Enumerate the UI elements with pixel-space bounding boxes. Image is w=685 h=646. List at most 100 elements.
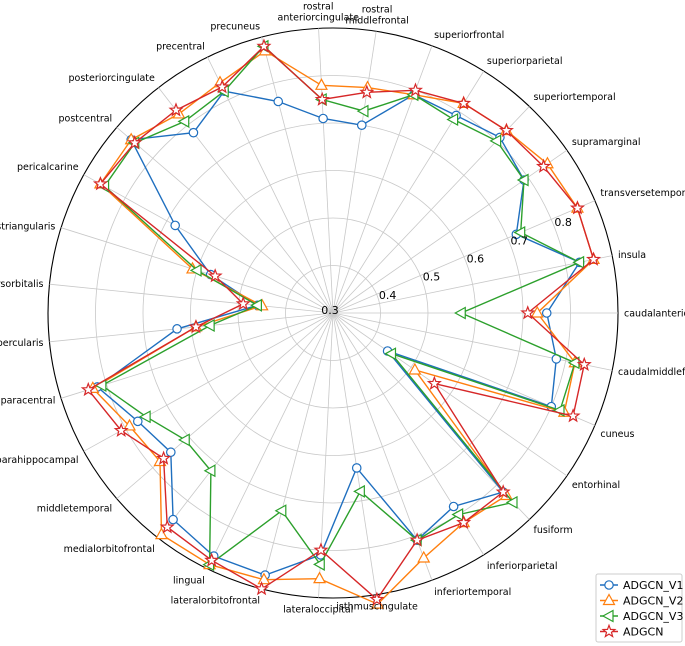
category-label: parstriangularis <box>0 221 55 232</box>
data-point-marker <box>356 104 369 118</box>
spoke-line <box>332 312 613 371</box>
data-point-marker <box>417 550 431 563</box>
data-point-marker <box>168 102 184 117</box>
data-point-marker <box>505 495 518 509</box>
legend-label: ADGCN <box>623 626 663 639</box>
category-label: insula <box>618 250 646 261</box>
data-point-marker <box>204 552 220 567</box>
data-point-marker <box>202 318 215 333</box>
category-label: isthmuscingulate <box>336 602 418 613</box>
category-label: superiorparietal <box>487 56 563 67</box>
data-point-marker <box>456 514 472 530</box>
spoke-line <box>332 312 530 520</box>
category-label: precentral <box>156 42 205 53</box>
data-point-marker <box>369 591 385 606</box>
data-point-marker <box>576 356 592 372</box>
category-label: entorhinal <box>572 480 620 491</box>
category-label: posteriorcingulate <box>68 73 155 84</box>
data-point-marker <box>256 38 272 53</box>
data-point-marker <box>513 225 526 239</box>
legend-marker <box>602 593 616 606</box>
spoke-line <box>49 283 334 314</box>
data-point-marker <box>122 418 137 431</box>
spoke-line <box>332 31 377 314</box>
spoke-line <box>332 255 613 314</box>
spoke-line <box>49 312 334 343</box>
data-point-marker <box>456 95 472 110</box>
series-line <box>91 50 595 605</box>
data-point-marker <box>516 173 529 187</box>
category-label: superiortemporal <box>533 92 615 103</box>
legend-entry: ADGCN_V2 <box>600 593 683 608</box>
data-point-marker <box>448 501 459 512</box>
data-point-marker <box>188 127 199 138</box>
radar-series <box>80 38 602 609</box>
data-point-marker <box>446 112 459 127</box>
data-point-marker <box>170 220 180 231</box>
spoke-line <box>318 28 334 314</box>
spoke-line <box>332 312 568 477</box>
category-label: caudalmiddlefrontal <box>618 367 685 378</box>
data-point-marker <box>451 508 464 522</box>
data-point-marker <box>159 519 175 534</box>
radial-tick-label: 0.6 <box>467 252 485 265</box>
data-point-marker <box>314 78 328 90</box>
data-point-marker <box>520 305 536 320</box>
spoke-line <box>332 312 377 595</box>
data-point-marker <box>273 96 284 107</box>
category-label: lateraloccipital <box>283 605 353 616</box>
data-point-marker <box>586 251 602 266</box>
series-line <box>100 45 582 567</box>
data-point-marker <box>138 410 151 424</box>
category-label: lingual <box>173 575 205 586</box>
data-point-marker <box>530 305 544 318</box>
category-label: supramarginal <box>572 137 641 148</box>
data-point-marker <box>408 362 422 375</box>
spoke-line <box>332 45 433 314</box>
category-label: parsopercularis <box>0 338 44 349</box>
category-label: inferiortemporal <box>434 587 511 598</box>
spoke-line <box>332 200 596 314</box>
data-point-marker <box>80 381 96 397</box>
legend-marker <box>601 609 614 623</box>
data-point-marker <box>356 120 367 130</box>
category-label: rostral middlefrontal <box>345 4 409 26</box>
data-point-marker <box>498 122 514 137</box>
category-label: superiorfrontal <box>434 30 504 41</box>
data-point-marker <box>407 82 424 97</box>
legend-label: ADGCN_V2 <box>623 595 683 608</box>
category-label: parsorbitalis <box>0 279 44 290</box>
category-label: lateralorbitofrontal <box>171 596 260 607</box>
category-label: middletemporal <box>37 504 112 515</box>
data-point-marker <box>541 308 552 318</box>
series-line <box>87 45 595 601</box>
data-point-marker <box>359 84 375 99</box>
category-label: cuneus <box>600 429 634 440</box>
data-point-marker <box>189 263 202 277</box>
data-point-marker <box>572 255 585 269</box>
data-point-marker <box>254 580 270 596</box>
data-point-marker <box>314 91 330 106</box>
category-label: transversetemporal <box>600 188 685 199</box>
legend-label: ADGCN_V1 <box>623 579 683 592</box>
data-point-marker <box>454 306 466 320</box>
data-point-marker <box>250 298 262 312</box>
category-label: parahippocampal <box>0 455 79 466</box>
category-label: caudalanteriorcingulate <box>624 309 685 320</box>
spoke-line <box>261 36 334 314</box>
radial-tick-label: 0.8 <box>554 216 572 229</box>
data-point-marker <box>353 484 365 498</box>
data-point-marker <box>565 408 581 423</box>
spoke-line <box>83 174 334 314</box>
data-point-marker <box>154 527 168 540</box>
data-point-marker <box>203 464 216 478</box>
spoke-line <box>116 127 334 314</box>
data-point-marker <box>313 542 329 557</box>
data-point-marker <box>495 484 511 499</box>
legend-entry: ADGCN_V3 <box>600 609 683 623</box>
data-point-marker <box>168 514 178 525</box>
data-point-marker <box>535 158 552 173</box>
data-point-marker <box>274 504 287 518</box>
radial-tick-label: 0.5 <box>423 271 441 284</box>
legend-entry: ADGCN_V1 <box>600 579 683 592</box>
